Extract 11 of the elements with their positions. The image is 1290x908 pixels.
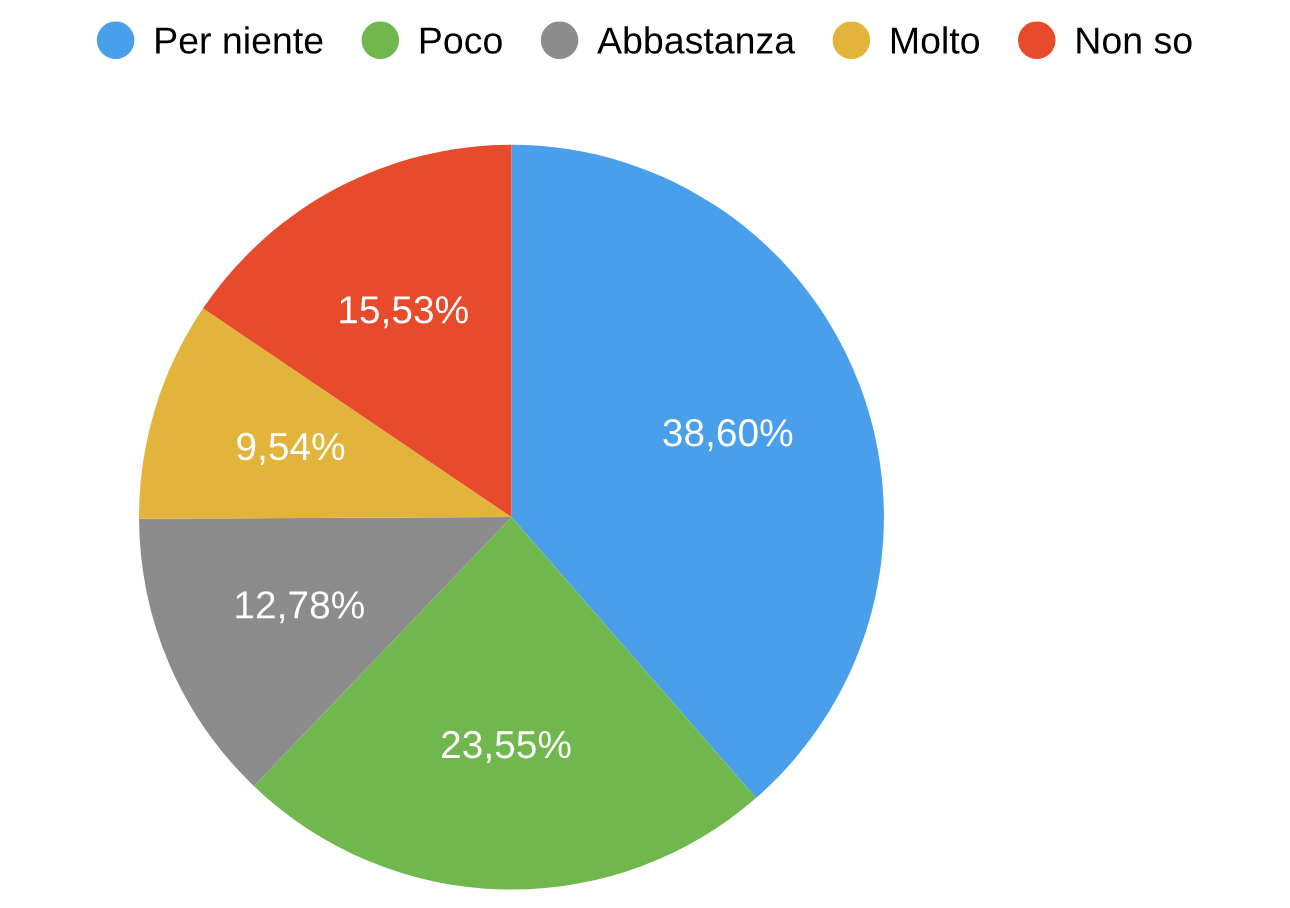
legend-label: Non so (1077, 27, 1192, 54)
data-label: 38,60% (663, 419, 793, 452)
data-label: 23,55% (442, 730, 571, 763)
legend-label: Molto (891, 26, 979, 54)
legend-label: Abbastanza (597, 26, 796, 54)
pie-slice (203, 144, 512, 518)
data-label: 9,54% (237, 432, 345, 465)
legend-label: Per niente (156, 26, 323, 54)
data-label: 15,53% (340, 296, 468, 329)
legend-label: Poco (420, 27, 502, 54)
data-label: 12,78% (236, 591, 364, 624)
